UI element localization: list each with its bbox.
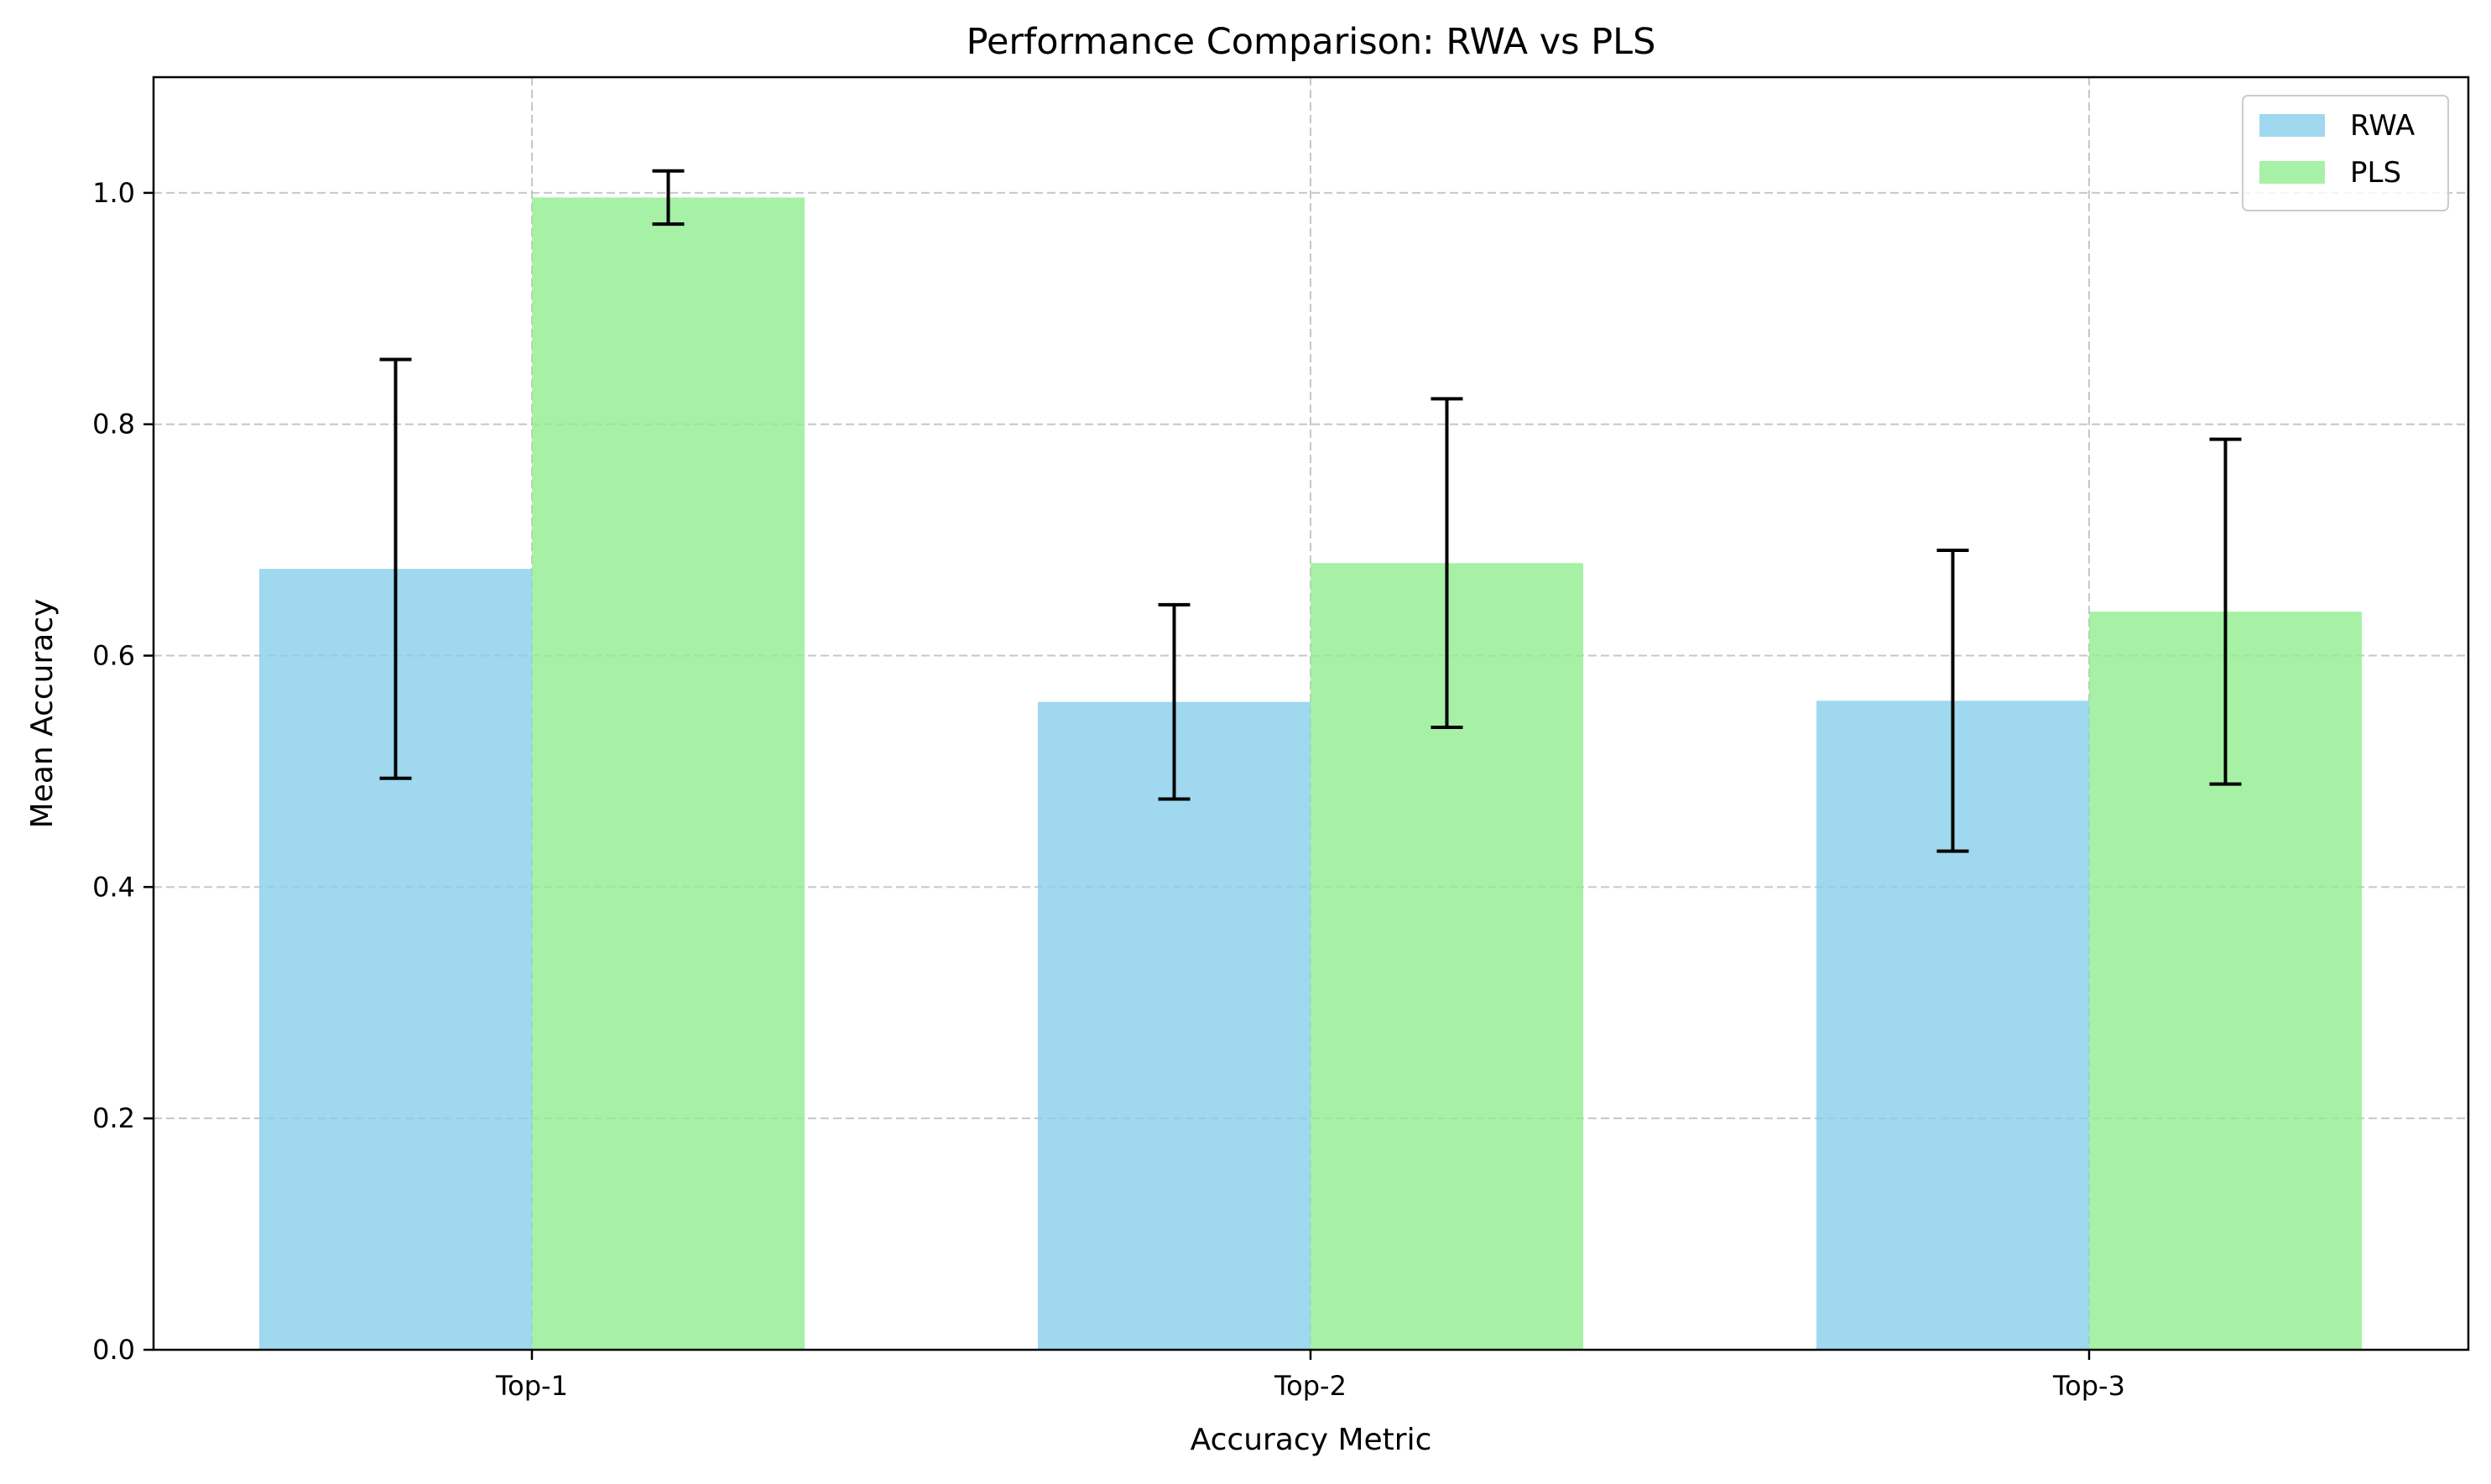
- chart-title: Performance Comparison: RWA vs PLS: [967, 21, 1656, 63]
- y-tick-label: 0.2: [92, 1102, 135, 1134]
- bar-pls-top-1: [532, 197, 805, 1351]
- x-axis-label: Accuracy Metric: [1191, 1423, 1432, 1457]
- x-tick-label: Top-2: [1274, 1370, 1347, 1402]
- legend-swatch-rwa: [2259, 114, 2325, 137]
- legend-label-rwa: RWA: [2350, 109, 2415, 143]
- y-axis-label: Mean Accuracy: [25, 599, 60, 829]
- legend-label-pls: PLS: [2350, 156, 2401, 190]
- y-tick-label: 1.0: [92, 177, 135, 209]
- x-axis-ticks: Top-1 Top-2 Top-3: [495, 1350, 2125, 1402]
- error-bars: [379, 169, 2242, 853]
- legend: RWA PLS: [2242, 95, 2449, 211]
- y-tick-label: 0.4: [92, 871, 135, 903]
- x-tick-label: Top-1: [495, 1370, 568, 1402]
- y-tick-label: 0.6: [92, 640, 135, 672]
- y-axis-ticks: 0.0 0.2 0.4 0.6 0.8 1.0: [92, 177, 154, 1366]
- x-tick-label: Top-3: [2052, 1370, 2125, 1402]
- y-tick-label: 0.8: [92, 409, 135, 440]
- bar-rwa-top-2: [1038, 701, 1311, 1350]
- legend-box: [2242, 95, 2449, 211]
- y-tick-label: 0.0: [92, 1334, 135, 1366]
- legend-swatch-pls: [2259, 161, 2325, 184]
